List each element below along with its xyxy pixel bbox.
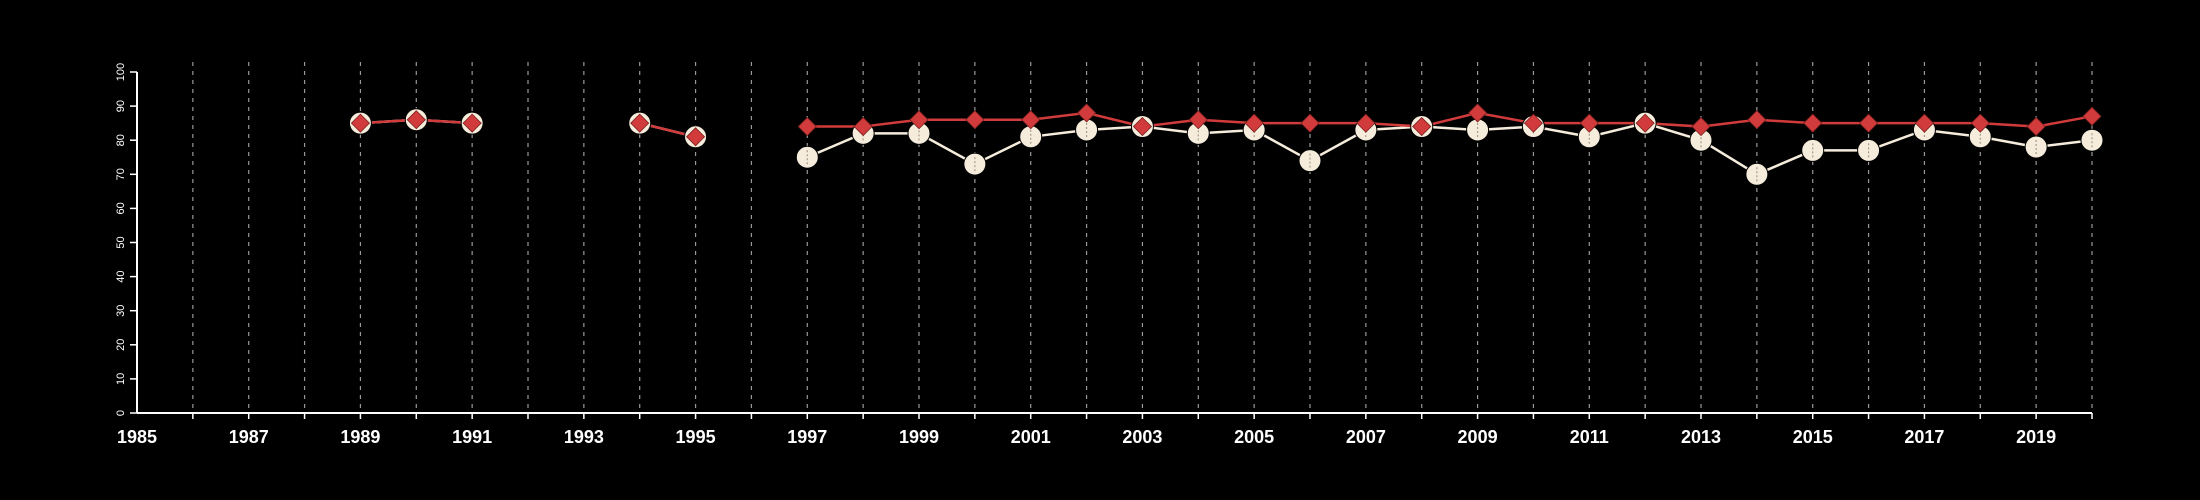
series-2-point <box>965 110 985 130</box>
series-2-point <box>406 110 426 130</box>
series-2-point <box>1859 113 1879 133</box>
series-2-point <box>1691 116 1711 137</box>
y-tick-label: 0 <box>115 410 127 416</box>
series-2-point <box>1300 113 1320 133</box>
y-tick-label: 90 <box>115 100 127 112</box>
y-tick-label: 30 <box>115 305 127 317</box>
series-1-point <box>1801 138 1825 162</box>
y-tick-label: 60 <box>115 202 127 214</box>
x-tick-label: 2007 <box>1346 427 1386 447</box>
series-2-point <box>630 113 650 133</box>
x-tick-label: 2019 <box>2016 427 2056 447</box>
x-tick-label: 1987 <box>229 427 269 447</box>
series-1-point <box>2024 135 2048 159</box>
series-group <box>348 103 2104 186</box>
y-tick-label: 70 <box>115 168 127 180</box>
series-2-point <box>1021 110 1041 130</box>
series-2-point <box>2082 106 2102 126</box>
axes <box>130 71 2093 419</box>
y-tick-label: 20 <box>115 339 127 351</box>
x-tick-label: 2009 <box>1458 427 1498 447</box>
series-2-point <box>1188 110 1208 130</box>
series-2-point <box>1579 113 1599 133</box>
series-2-point <box>1412 116 1432 137</box>
x-tick-label: 1991 <box>452 427 492 447</box>
y-tick-label: 40 <box>115 270 127 282</box>
series-2-point <box>853 116 873 137</box>
series-2-point <box>1523 113 1543 133</box>
x-tick-label: 2003 <box>1122 427 1162 447</box>
series-2-point <box>1244 113 1264 133</box>
x-tick-label: 2017 <box>1904 427 1944 447</box>
y-tick-label: 80 <box>115 134 127 146</box>
y-tick-label: 10 <box>115 373 127 385</box>
x-tick-label: 1995 <box>676 427 716 447</box>
series-2-point <box>1970 113 1990 133</box>
x-tick-label: 1999 <box>899 427 939 447</box>
series-2-point <box>1132 116 1152 137</box>
series-2-point <box>1468 103 1488 123</box>
series-2-point <box>909 110 929 130</box>
series-2-point <box>462 113 482 133</box>
series-2-point <box>1635 113 1655 133</box>
series-2-point <box>1803 113 1823 133</box>
x-tick-label: 1985 <box>117 427 157 447</box>
series-2-point <box>797 116 817 137</box>
series-2-point <box>350 113 370 133</box>
series-1-point <box>1298 149 1322 173</box>
x-tick-label: 1993 <box>564 427 604 447</box>
x-tick-label: 2015 <box>1793 427 1833 447</box>
series-1-point <box>1745 162 1769 186</box>
x-tick-label: 2005 <box>1234 427 1274 447</box>
x-tick-label: 2011 <box>1570 427 1609 447</box>
y-tick-label: 100 <box>115 63 127 81</box>
series-2-point <box>2026 116 2046 137</box>
x-tick-label: 1989 <box>340 427 380 447</box>
series-2-point <box>1356 113 1376 133</box>
series-2-point <box>1077 103 1097 123</box>
tick-labels: 0 10 20 30 40 50 60 70 80 90 100 1985 1987 1989 1991 19… <box>115 63 2056 447</box>
series-1-point <box>2080 128 2104 152</box>
series-2-point <box>686 127 706 147</box>
series-1-point <box>795 145 819 169</box>
x-tick-label: 2001 <box>1011 427 1051 447</box>
series-2-point <box>1914 113 1934 133</box>
series-2-point <box>1747 110 1767 130</box>
y-tick-label: 50 <box>115 236 127 248</box>
x-tick-label: 2013 <box>1681 427 1721 447</box>
series-1-point <box>1857 138 1881 162</box>
series-1-point <box>963 152 987 176</box>
x-tick-label: 1997 <box>787 427 827 447</box>
